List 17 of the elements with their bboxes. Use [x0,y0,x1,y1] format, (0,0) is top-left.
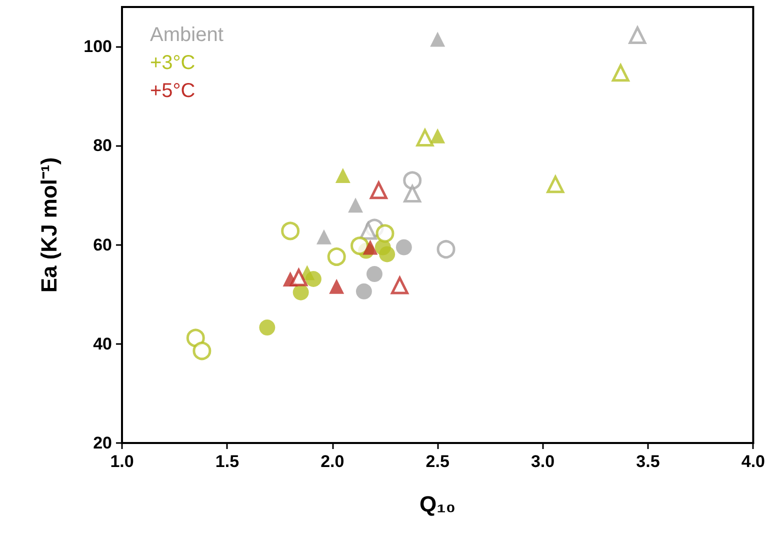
x-axis-title: Q₁₀ [420,492,456,516]
y-tick-label: 80 [93,136,112,156]
y-tick-label: 60 [93,235,112,254]
y-tick-label: 100 [84,37,112,56]
text: +3°C [150,52,196,74]
x-tick-label: 2.5 [426,452,450,471]
x-tick-label: 1.5 [215,452,240,471]
x-tick-label: 1.0 [110,452,134,471]
y-tick-label: 40 [93,334,112,354]
text: Ambient [150,24,224,46]
text: +5°C [150,80,196,102]
y-axis-title: Ea (KJ mol⁻¹) [36,157,62,293]
x-tick-label: 4.0 [741,452,766,471]
x-tick-label: 3.0 [530,452,555,471]
x-tick-label: 3.5 [636,452,660,471]
y-tick-label: 20 [93,434,112,452]
x-tick-label: 2.0 [320,452,344,471]
